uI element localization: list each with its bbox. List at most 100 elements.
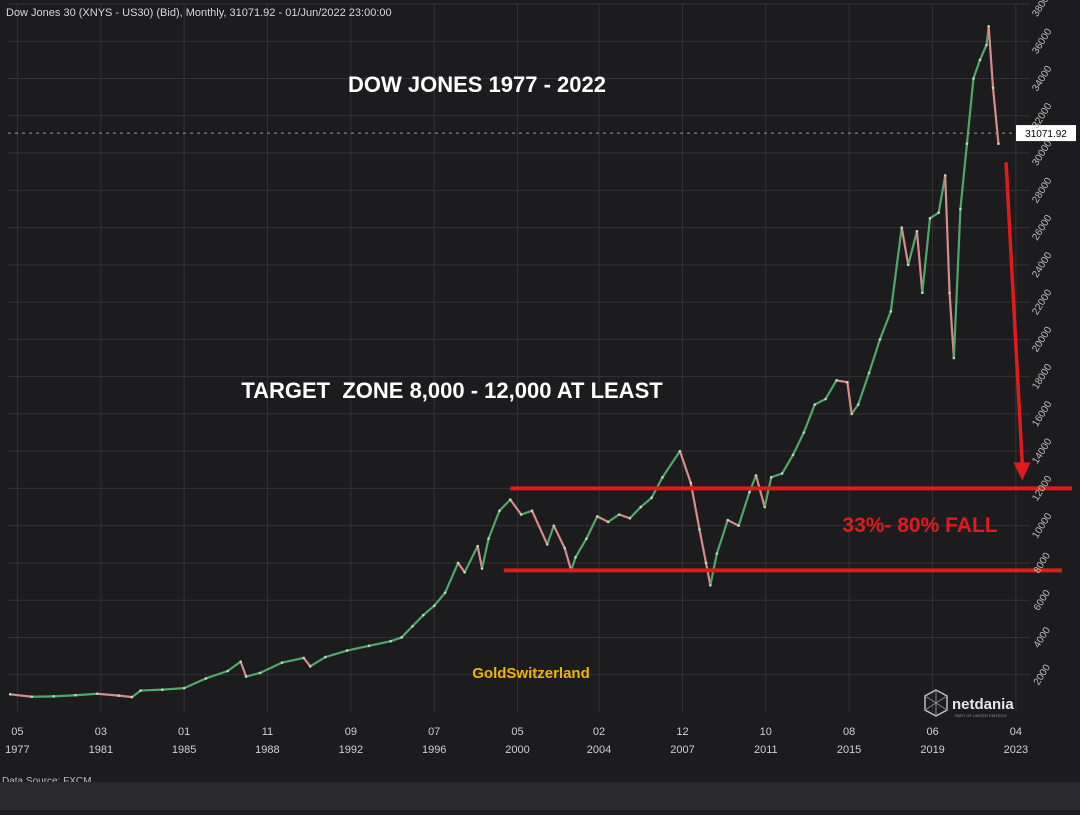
price-point: [770, 476, 773, 479]
x-tick-year: 2023: [1004, 744, 1028, 756]
price-point: [907, 264, 910, 267]
price-point: [585, 537, 588, 540]
x-tick-month: 01: [178, 726, 190, 738]
x-tick-year: 1988: [255, 744, 279, 756]
price-point: [368, 645, 371, 648]
price-point: [302, 657, 305, 660]
price-segment: [141, 690, 163, 691]
price-point: [324, 656, 327, 659]
target-zone-label: TARGET ZONE 8,000 - 12,000 AT LEAST: [241, 378, 663, 403]
price-point: [546, 543, 549, 546]
price-point: [607, 521, 610, 524]
price-point: [552, 524, 555, 527]
price-point: [763, 506, 766, 509]
x-tick-year: 2015: [837, 744, 861, 756]
netdania-brand-name: netdania: [952, 696, 1014, 713]
x-tick-month: 12: [676, 726, 688, 738]
price-point: [498, 509, 501, 512]
price-point: [737, 524, 740, 527]
price-point: [979, 59, 982, 62]
price-point: [118, 694, 121, 697]
x-tick-year: 1985: [172, 744, 196, 756]
price-point: [959, 208, 962, 211]
price-segment: [54, 695, 76, 696]
price-segment: [119, 696, 132, 697]
price-point: [992, 87, 995, 90]
price-point: [411, 625, 414, 628]
price-point: [890, 310, 893, 313]
price-point: [929, 217, 932, 220]
price-point: [259, 672, 262, 675]
price-point: [916, 230, 919, 233]
price-point: [183, 687, 186, 690]
price-point: [900, 226, 903, 229]
bottom-strip: [0, 782, 1080, 810]
chart-header: Dow Jones 30 (XNYS - US30) (Bid), Monthl…: [6, 7, 392, 19]
price-point: [792, 454, 795, 457]
price-point: [679, 450, 682, 453]
price-point: [463, 571, 466, 574]
price-point: [921, 291, 924, 294]
price-point: [813, 403, 816, 406]
x-tick-month: 09: [345, 726, 357, 738]
x-tick-month: 08: [843, 726, 855, 738]
price-point: [748, 491, 751, 494]
price-point: [574, 556, 577, 559]
x-tick-month: 10: [760, 726, 772, 738]
price-point: [987, 25, 990, 28]
x-tick-month: 06: [926, 726, 938, 738]
price-point: [96, 692, 99, 695]
price-point: [966, 142, 969, 145]
price-point: [139, 689, 142, 692]
price-point: [596, 515, 599, 518]
price-point: [850, 413, 853, 416]
price-point: [52, 695, 55, 698]
price-point: [781, 472, 784, 475]
price-segment: [75, 694, 97, 695]
x-tick-month: 03: [95, 726, 107, 738]
price-point: [985, 44, 988, 47]
price-point: [824, 398, 827, 401]
price-point: [803, 431, 806, 434]
price-point: [868, 372, 871, 375]
price-point: [705, 562, 708, 565]
price-point: [520, 513, 523, 516]
price-point: [972, 77, 975, 80]
price-point: [563, 547, 566, 550]
price-segment: [162, 688, 184, 689]
price-point: [689, 482, 692, 485]
price-point: [639, 506, 642, 509]
price-point: [953, 357, 956, 360]
x-tick-year: 2019: [920, 744, 944, 756]
x-tick-month: 02: [593, 726, 605, 738]
x-tick-year: 1996: [422, 744, 446, 756]
price-point: [400, 636, 403, 639]
price-point: [618, 513, 621, 516]
price-point: [422, 614, 425, 617]
price-point: [281, 661, 284, 664]
price-point: [309, 665, 312, 668]
goldswitzerland-watermark: GoldSwitzerland: [472, 665, 590, 682]
price-point: [716, 552, 719, 555]
price-point: [161, 688, 164, 691]
x-tick-year: 1977: [5, 744, 29, 756]
price-point: [389, 640, 392, 643]
price-point: [709, 584, 712, 587]
price-point: [481, 567, 484, 570]
x-tick-month: 07: [428, 726, 440, 738]
price-point: [245, 675, 248, 678]
price-point: [457, 562, 460, 565]
x-tick-month: 05: [511, 726, 523, 738]
price-point: [239, 660, 242, 663]
price-point: [835, 379, 838, 382]
x-tick-year: 2000: [505, 744, 529, 756]
fall-percentage-label: 33%- 80% FALL: [842, 514, 997, 537]
price-point: [948, 291, 951, 294]
price-point: [433, 605, 436, 608]
price-point: [509, 498, 512, 501]
price-point: [205, 677, 208, 680]
price-point: [846, 381, 849, 384]
price-point: [937, 211, 940, 214]
